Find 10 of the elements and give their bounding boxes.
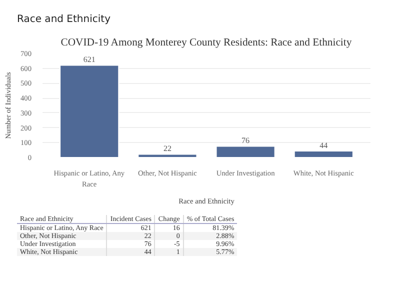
bar xyxy=(138,154,198,158)
chart-title: COVID-19 Among Monterey County Residents: Race and Ethnicity xyxy=(60,38,352,48)
bar xyxy=(294,150,354,158)
x-axis-title: Race and Ethnicity xyxy=(17,13,110,27)
bar xyxy=(60,64,120,158)
data-label: 22 xyxy=(163,144,172,154)
bar xyxy=(216,146,276,158)
data-label: 76 xyxy=(242,136,250,146)
data-label: 621 xyxy=(83,55,96,64)
data-label: 44 xyxy=(320,140,328,150)
